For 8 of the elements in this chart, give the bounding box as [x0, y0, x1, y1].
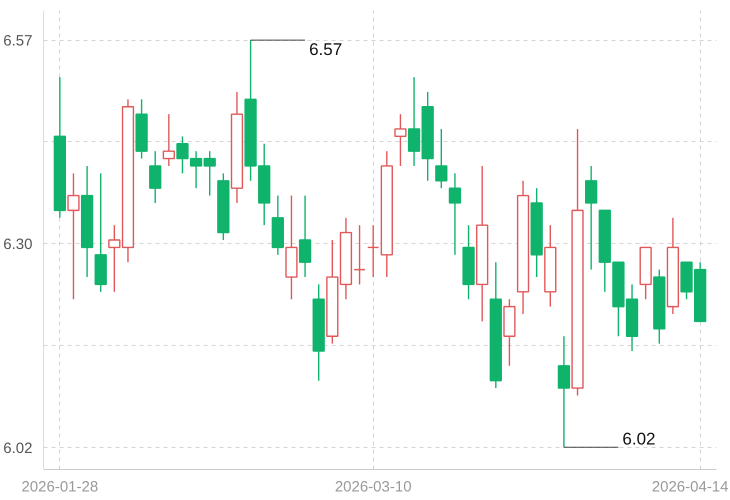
y-tick-label: 6.30 — [3, 236, 33, 254]
x-tick-label: 2026-01-28 — [21, 478, 98, 496]
x-tick-label: 2026-03-10 — [334, 478, 412, 496]
y-tick-label: 6.57 — [3, 32, 33, 50]
y-tick-label: 6.02 — [3, 440, 33, 457]
ref-line-label: 6.57 — [309, 40, 342, 60]
x-tick-label: 2026-04-14 — [652, 478, 729, 496]
ref-line-label: 6.02 — [622, 429, 656, 448]
